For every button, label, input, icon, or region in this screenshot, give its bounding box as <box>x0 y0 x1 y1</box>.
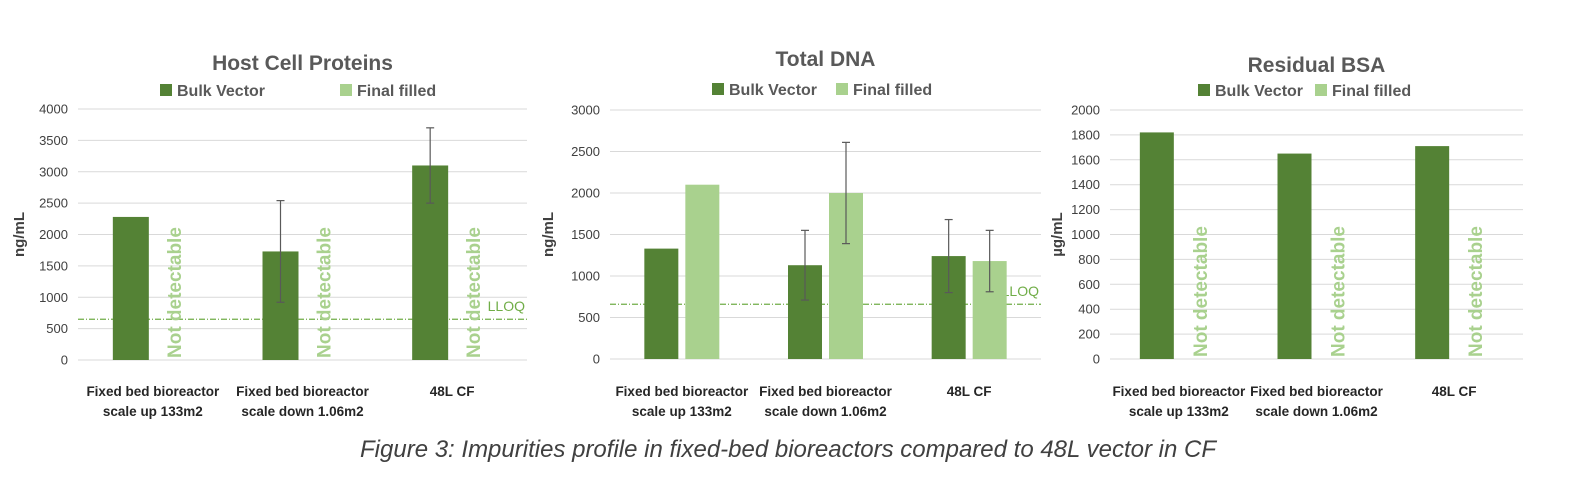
legend-label: Bulk Vector <box>729 82 817 99</box>
chart-panel-2: Total DNA 0 500 1000 1500 2000 2500 3000 ng/mL Bu… <box>540 48 1041 419</box>
not-detectable-label: Not detectable <box>1329 226 1350 357</box>
legend-label: Final filled <box>853 82 932 99</box>
bar <box>685 184 720 359</box>
x-category-label: scale up 133m2 <box>1129 404 1229 419</box>
y-tick-label: 1500 <box>39 258 68 273</box>
chart-title: Host Cell Proteins <box>212 52 393 75</box>
x-category-label: Fixed bed bioreactor <box>615 384 749 399</box>
legend-swatch <box>1315 84 1327 96</box>
bar <box>1277 153 1312 359</box>
y-tick-label: 1000 <box>1071 227 1100 242</box>
y-tick-label: 2000 <box>571 186 600 201</box>
y-tick-label: 600 <box>1078 277 1100 292</box>
y-tick-label: 3000 <box>571 103 600 118</box>
legend-label: Bulk Vector <box>177 83 265 100</box>
bar <box>1415 146 1450 359</box>
chart-panel-1: Host Cell Proteins 0 500 1000 1500 2000 2500 30… <box>11 52 527 419</box>
chart-title: Total DNA <box>776 48 876 71</box>
y-axis-label: ng/mL <box>540 212 557 257</box>
y-tick-label: 500 <box>46 321 68 336</box>
y-tick-label: 2000 <box>39 227 68 242</box>
not-detectable-label: Not detectable <box>315 227 336 358</box>
lloq-label: LLOQ <box>488 298 525 314</box>
y-tick-label: 400 <box>1078 302 1100 317</box>
x-category-label: scale down 1.06m2 <box>241 404 363 419</box>
not-detectable-label: Not detectable <box>464 227 485 358</box>
chart-title: Residual BSA <box>1248 54 1386 77</box>
x-category-label: scale up 133m2 <box>632 404 732 419</box>
x-category-label: scale up 133m2 <box>103 404 203 419</box>
y-tick-label: 0 <box>61 353 68 368</box>
y-tick-label: 0 <box>593 352 600 367</box>
legend-label: Bulk Vector <box>1215 83 1303 100</box>
legend-label: Final filled <box>1332 83 1411 100</box>
x-category-label: scale down 1.06m2 <box>1255 404 1377 419</box>
charts-figure: Host Cell Proteins0500100015002000250030… <box>11 48 1523 419</box>
y-tick-label: 1500 <box>571 227 600 242</box>
legend-swatch <box>1198 84 1210 96</box>
legend-swatch <box>712 83 724 95</box>
bar <box>1139 132 1174 359</box>
x-category-label: Fixed bed bioreactor <box>1112 384 1246 399</box>
y-tick-label: 1000 <box>571 269 600 284</box>
chart-panel-3: Residual BSA 0 200 400 600 800 1000 1200 1400 160… <box>1049 54 1523 419</box>
bar <box>112 216 149 360</box>
bar <box>644 248 679 359</box>
legend-swatch <box>340 84 352 96</box>
y-tick-label: 800 <box>1078 252 1100 267</box>
y-tick-label: 1200 <box>1071 202 1100 217</box>
x-category-label: scale down 1.06m2 <box>764 404 886 419</box>
y-tick-label: 0 <box>1093 352 1100 367</box>
x-category-label: 48L CF <box>1432 384 1477 399</box>
legend-swatch <box>836 83 848 95</box>
x-category-label: Fixed bed bioreactor <box>1250 384 1384 399</box>
y-tick-label: 200 <box>1078 327 1100 342</box>
not-detectable-label: Not detectable <box>1466 226 1487 357</box>
y-tick-label: 3000 <box>39 164 68 179</box>
x-category-label: 48L CF <box>947 384 992 399</box>
y-tick-label: 500 <box>578 310 600 325</box>
y-tick-label: 4000 <box>39 102 68 117</box>
figure-caption: Figure 3: Impurities profile in fixed-be… <box>360 436 1216 463</box>
lloq-label: LLOQ <box>1002 283 1039 299</box>
not-detectable-label: Not detectable <box>1191 226 1212 357</box>
y-tick-label: 1400 <box>1071 177 1100 192</box>
y-tick-label: 3500 <box>39 133 68 148</box>
x-category-label: Fixed bed bioreactor <box>759 384 893 399</box>
y-tick-label: 1800 <box>1071 127 1100 142</box>
y-tick-label: 2500 <box>571 144 600 159</box>
x-category-label: Fixed bed bioreactor <box>86 384 220 399</box>
x-category-label: Fixed bed bioreactor <box>236 384 370 399</box>
legend-swatch <box>160 84 172 96</box>
legend-label: Final filled <box>357 83 436 100</box>
y-tick-label: 2000 <box>1071 103 1100 118</box>
y-tick-label: 2500 <box>39 196 68 211</box>
y-axis-label: ng/mL <box>11 212 28 257</box>
x-category-label: 48L CF <box>430 384 475 399</box>
not-detectable-label: Not detectable <box>165 227 186 358</box>
y-tick-label: 1600 <box>1071 152 1100 167</box>
y-axis-label: µg/mL <box>1049 212 1066 256</box>
y-tick-label: 1000 <box>39 290 68 305</box>
